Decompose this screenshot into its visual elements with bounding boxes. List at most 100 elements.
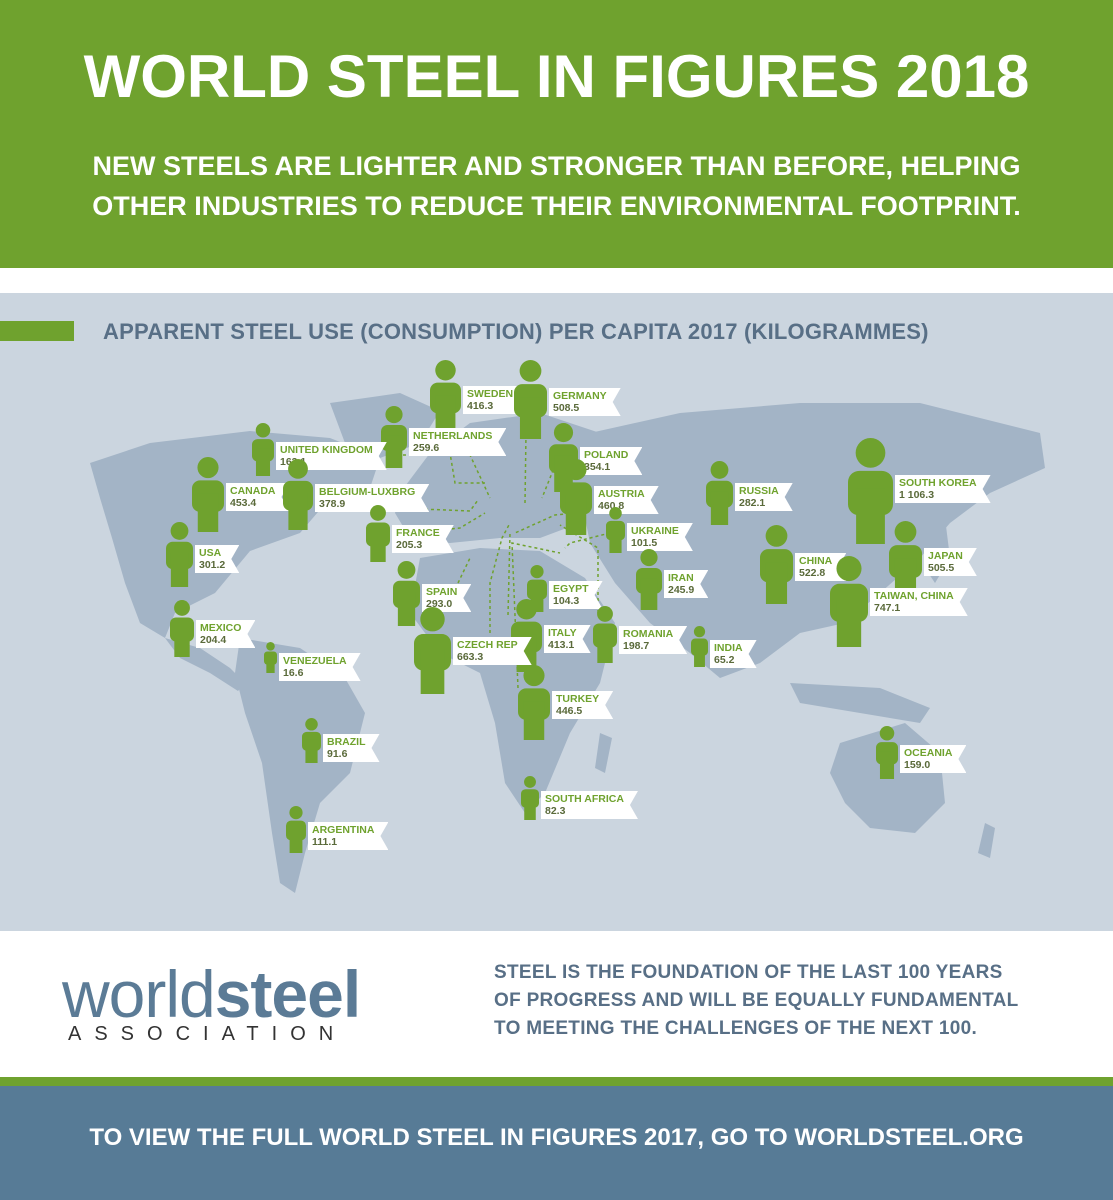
connector-italy <box>507 532 511 616</box>
person-icon <box>593 606 617 668</box>
country-label: JAPAN 505.5 <box>924 548 977 576</box>
subtitle-line-2: OTHER INDUSTRIES TO REDUCE THEIR ENVIRON… <box>92 191 1021 221</box>
country-name: USA <box>199 547 222 559</box>
person-icon <box>381 406 407 473</box>
country-name: CZECH REP <box>457 639 518 651</box>
tagline-line-3: TO MEETING THE CHALLENGES OF THE NEXT 10… <box>494 1018 978 1039</box>
country-name: ITALY <box>548 627 577 639</box>
country-value: 82.3 <box>545 805 566 817</box>
country-name: CANADA <box>230 485 276 497</box>
person-icon <box>286 806 306 858</box>
page-title: WORLD STEEL IN FIGURES 2018 <box>83 43 1030 110</box>
person-icon <box>636 549 662 615</box>
africa-shape <box>410 548 615 813</box>
country-name: EGYPT <box>553 583 589 595</box>
tagline-line-2: OF PROGRESS AND WILL BE EQUALLY FUNDAMEN… <box>494 990 1019 1011</box>
connector-spain <box>457 557 471 584</box>
country-name: SPAIN <box>426 586 458 598</box>
country-label: AUSTRIA 460.8 <box>594 486 659 514</box>
worldsteel-logo: worldsteel <box>62 957 361 1031</box>
country-name: UNITED KINGDOM <box>280 444 373 456</box>
country-value: 245.9 <box>668 584 695 596</box>
country-value: 204.4 <box>200 634 227 646</box>
person-icon <box>518 665 550 745</box>
country-name: SOUTH KOREA <box>899 477 977 489</box>
country-value: 282.1 <box>739 497 766 509</box>
country-value: 101.5 <box>631 537 658 549</box>
country-name: OCEANIA <box>904 747 953 759</box>
logo-word-world: world <box>62 957 216 1031</box>
person-icon <box>521 776 539 825</box>
country-value: 301.2 <box>199 559 226 571</box>
person-icon <box>430 360 461 438</box>
madagascar-shape <box>595 733 612 773</box>
section-title: APPARENT STEEL USE (CONSUMPTION) PER CAP… <box>103 319 929 344</box>
connector-czech <box>489 522 511 633</box>
country-name: INDIA <box>714 642 743 654</box>
divider-line <box>0 1077 1113 1086</box>
country-label: TAIWAN, CHINA 747.1 <box>870 588 968 616</box>
country-name: BELGIUM-LUXBRG <box>319 486 416 498</box>
logo-association: ASSOCIATION <box>68 1023 347 1045</box>
bottom-panel: worldsteel ASSOCIATION STEEL IS THE FOUN… <box>0 931 1113 1077</box>
se-asia-islands-shape <box>790 683 930 723</box>
country-name: CHINA <box>799 555 833 567</box>
country-label: SOUTH KOREA 1 106.3 <box>895 475 991 503</box>
country-label: MEXICO 204.4 <box>196 620 255 648</box>
country-label: NETHERLANDS 259.6 <box>409 428 506 456</box>
country-name: BRAZIL <box>327 736 366 748</box>
country-name: ROMANIA <box>623 628 674 640</box>
country-label: RUSSIA 282.1 <box>735 483 793 511</box>
country-value: 104.3 <box>553 595 580 607</box>
country-value: 111.1 <box>312 836 338 848</box>
country-value: 663.3 <box>457 651 484 663</box>
country-label: VENEZUELA 16.6 <box>279 653 361 681</box>
person-icon <box>414 607 451 699</box>
country-value: 522.8 <box>799 567 826 579</box>
country-label: GERMANY 508.5 <box>549 388 621 416</box>
country-name: UKRAINE <box>631 525 679 537</box>
country-label: SPAIN 293.0 <box>422 584 471 612</box>
south-america-shape <box>235 638 365 893</box>
tagline: STEEL IS THE FOUNDATION OF THE LAST 100 … <box>494 959 1019 1043</box>
country-name: ARGENTINA <box>312 824 375 836</box>
country-value: 16.6 <box>283 667 304 679</box>
country-value: 159.0 <box>904 759 931 771</box>
tagline-line-1: STEEL IS THE FOUNDATION OF THE LAST 100 … <box>494 962 1003 983</box>
person-icon <box>393 561 420 631</box>
footer-link-text[interactable]: TO VIEW THE FULL WORLD STEEL IN FIGURES … <box>89 1124 1024 1151</box>
person-icon <box>170 600 194 662</box>
footer-banner: TO VIEW THE FULL WORLD STEEL IN FIGURES … <box>0 1086 1113 1200</box>
person-icon <box>848 438 893 549</box>
country-name: IRAN <box>668 572 694 584</box>
section-accent-bar <box>0 321 74 341</box>
person-icon <box>606 507 625 558</box>
subtitle-line-1: NEW STEELS ARE LIGHTER AND STRONGER THAN… <box>92 151 1021 181</box>
person-icon <box>560 459 592 540</box>
person-icon <box>760 525 793 609</box>
country-label: ARGENTINA 111.1 <box>308 822 388 850</box>
page-subtitle: NEW STEELS ARE LIGHTER AND STRONGER THAN… <box>0 146 1113 226</box>
country-name: RUSSIA <box>739 485 779 497</box>
country-name: VENEZUELA <box>283 655 347 667</box>
country-value: 378.9 <box>319 498 346 510</box>
country-label: OCEANIA 159.0 <box>900 745 966 773</box>
header-banner: WORLD STEEL IN FIGURES 2018 NEW STEELS A… <box>0 0 1113 268</box>
country-value: 1 106.3 <box>899 489 935 501</box>
person-icon <box>830 556 868 652</box>
map-section: APPARENT STEEL USE (CONSUMPTION) PER CAP… <box>0 293 1113 931</box>
country-value: 65.2 <box>714 654 735 666</box>
new-zealand-shape <box>978 823 995 858</box>
person-icon <box>283 459 313 535</box>
country-value: 453.4 <box>230 497 257 509</box>
country-label: TURKEY 446.5 <box>552 691 613 719</box>
logo-word-steel: steel <box>214 957 361 1031</box>
person-icon <box>192 457 224 537</box>
country-value: 354.1 <box>584 461 611 473</box>
country-value: 293.0 <box>426 598 453 610</box>
person-icon <box>691 626 708 672</box>
country-label: UKRAINE 101.5 <box>627 523 693 551</box>
country-label: CANADA 453.4 <box>226 483 290 511</box>
country-name: TAIWAN, CHINA <box>874 590 954 602</box>
country-value: 205.3 <box>396 539 423 551</box>
